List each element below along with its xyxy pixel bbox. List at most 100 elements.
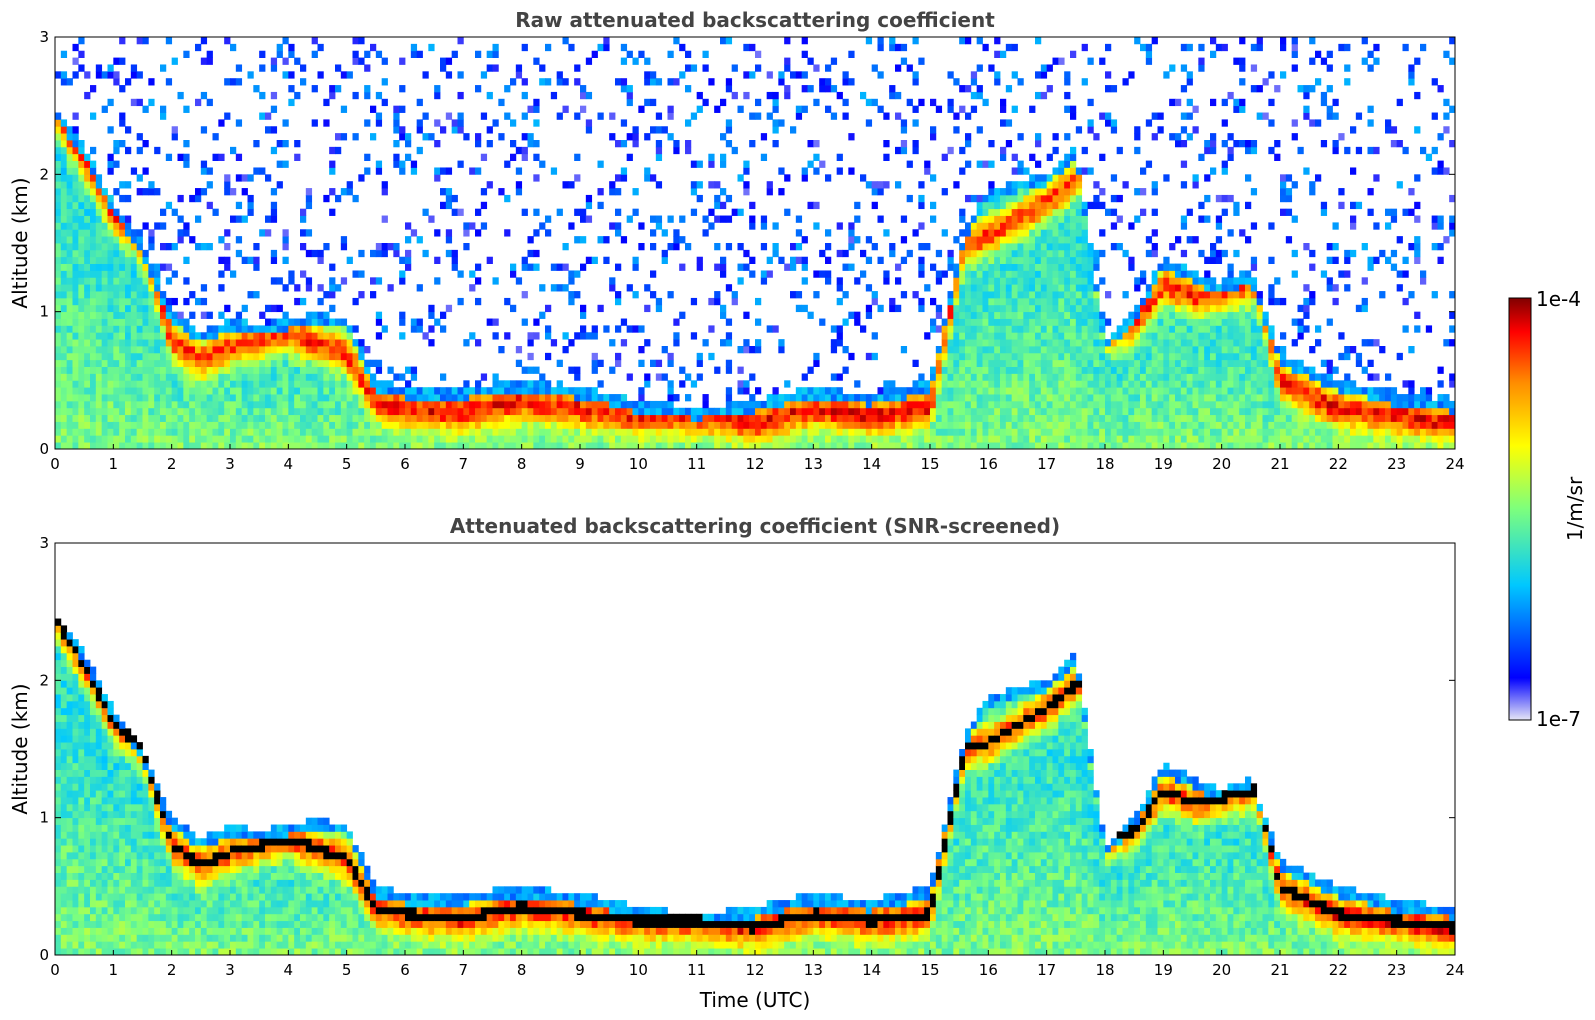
heatmap-cell [352, 57, 359, 65]
heatmap-cell [603, 428, 610, 436]
heatmap-cell [778, 119, 785, 127]
heatmap-cell [1180, 394, 1188, 402]
heatmap-cell [819, 387, 826, 395]
heatmap-cell [585, 194, 593, 203]
heatmap-cell [78, 243, 85, 251]
heatmap-cell [533, 208, 540, 216]
heatmap-cell [1029, 105, 1036, 113]
heatmap-cell [329, 167, 336, 175]
heatmap-cell [55, 249, 62, 258]
heatmap-cell [1128, 318, 1135, 326]
heatmap-cell [457, 435, 464, 443]
heatmap-cell [463, 400, 470, 409]
heatmap-cell [405, 153, 412, 161]
heatmap-cell [638, 400, 645, 409]
heatmap-cell [533, 332, 540, 340]
heatmap-cell [1029, 297, 1036, 306]
heatmap-cell [644, 57, 651, 65]
heatmap-cell [171, 373, 178, 381]
heatmap-cell [148, 284, 155, 292]
heatmap-cell [801, 174, 808, 182]
heatmap-cell [241, 188, 248, 196]
heatmap-cell [801, 435, 808, 443]
heatmap-cell [1128, 380, 1135, 388]
heatmap-cell [1099, 435, 1106, 443]
heatmap-cell [784, 263, 791, 271]
heatmap-cell [60, 325, 68, 333]
heatmap-cell [731, 291, 738, 299]
heatmap-cell [282, 160, 289, 168]
heatmap-cell [813, 421, 820, 429]
heatmap-cell [1040, 208, 1048, 216]
heatmap-cell [323, 387, 330, 395]
heatmap-cell [988, 181, 995, 189]
heatmap-cell [72, 380, 79, 388]
heatmap-cell [679, 428, 686, 436]
heatmap-cell [830, 435, 838, 443]
heatmap-cell [504, 421, 511, 429]
heatmap-cell [1058, 215, 1065, 223]
heatmap-cell [1099, 153, 1106, 161]
heatmap-cell [101, 236, 108, 244]
heatmap-cell [1145, 332, 1153, 340]
heatmap-cell [1040, 71, 1048, 79]
heatmap-cell [1035, 201, 1042, 210]
heatmap-cell [265, 407, 272, 416]
heatmap-cell [189, 414, 196, 422]
heatmap-cell [959, 304, 966, 313]
heatmap-cell [72, 270, 79, 278]
heatmap-cell [638, 105, 645, 113]
heatmap-cell [970, 215, 978, 223]
heatmap-cell [626, 133, 633, 141]
heatmap-cell [1005, 380, 1013, 388]
heatmap-cell [976, 400, 983, 409]
heatmap-cell [218, 421, 225, 429]
heatmap-cell [475, 50, 482, 58]
heatmap-cell [294, 366, 301, 374]
heatmap-cell [130, 394, 138, 402]
heatmap-cell [965, 373, 972, 381]
heatmap-cell [323, 119, 330, 127]
heatmap-cell [830, 112, 838, 120]
heatmap-cell [615, 400, 622, 409]
heatmap-cell [72, 318, 79, 326]
heatmap-cell [235, 325, 243, 333]
heatmap-cell [224, 229, 231, 237]
heatmap-cell [206, 373, 213, 381]
heatmap-cell [737, 421, 744, 429]
heatmap-cell [370, 359, 377, 367]
heatmap-cell [142, 284, 149, 292]
heatmap-cell [1011, 421, 1018, 429]
heatmap-cell [323, 407, 330, 416]
heatmap-cell [743, 91, 750, 100]
heatmap-cell [1093, 297, 1100, 306]
heatmap-cell [1105, 428, 1112, 436]
heatmap-cell [148, 428, 155, 436]
heatmap-cell [690, 414, 698, 422]
heatmap-cell [183, 105, 190, 113]
heatmap-cell [265, 304, 272, 313]
heatmap-cell [60, 297, 68, 306]
heatmap-cell [1180, 373, 1188, 381]
heatmap-cell [282, 325, 289, 333]
heatmap-cell [72, 387, 79, 395]
heatmap-cell [224, 332, 231, 340]
heatmap-cell [1186, 442, 1193, 449]
heatmap-cell [900, 215, 908, 223]
heatmap-cell [130, 64, 138, 72]
heatmap-cell [1070, 236, 1077, 244]
heatmap-cell [113, 380, 120, 388]
heatmap-cell [1093, 373, 1100, 381]
heatmap-cell [72, 400, 79, 409]
heatmap-cell [1046, 332, 1053, 340]
heatmap-cell [247, 414, 254, 422]
heatmap-cell [90, 421, 97, 429]
heatmap-cell [486, 91, 493, 100]
heatmap-cell [965, 85, 972, 93]
heatmap-cell [60, 366, 68, 374]
heatmap-cell [1180, 346, 1188, 354]
heatmap-cell [84, 421, 91, 429]
heatmap-cell [1046, 407, 1053, 416]
heatmap-cell [311, 311, 318, 319]
heatmap-cell [90, 112, 97, 120]
